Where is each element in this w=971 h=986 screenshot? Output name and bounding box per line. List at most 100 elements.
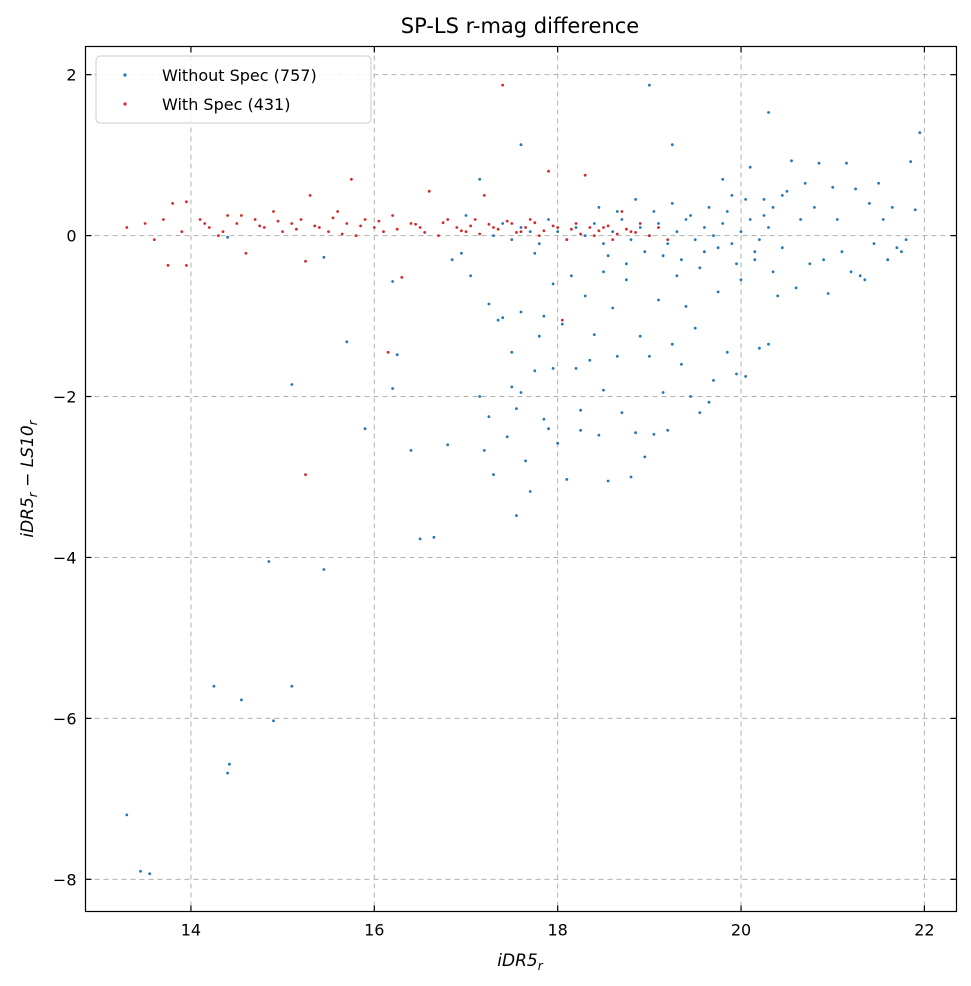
data-point [207, 226, 211, 229]
data-point [290, 383, 294, 386]
data-point [758, 238, 761, 242]
data-point [519, 143, 523, 147]
data-point [698, 266, 702, 270]
data-point [317, 226, 321, 229]
data-point [524, 226, 527, 229]
y-tick-label: −8 [53, 870, 77, 889]
data-point [822, 258, 825, 262]
data-point [629, 238, 633, 242]
data-point [629, 230, 633, 234]
data-point [803, 181, 807, 185]
data-point [501, 316, 505, 320]
data-point [615, 210, 619, 213]
data-point [235, 222, 239, 225]
data-point [748, 218, 752, 221]
data-point [721, 222, 725, 225]
data-point [735, 372, 738, 376]
data-point [533, 221, 537, 225]
data-point [409, 449, 413, 452]
data-point [813, 206, 816, 209]
data-point [583, 173, 587, 177]
data-point [152, 238, 156, 242]
grid-lines [85, 46, 957, 912]
data-point [643, 250, 647, 254]
data-point [322, 255, 326, 259]
data-point [304, 259, 307, 263]
data-point [877, 181, 880, 185]
data-point [395, 353, 399, 357]
data-point [395, 227, 399, 231]
data-point [712, 379, 715, 382]
data-point [427, 189, 431, 193]
data-point [185, 200, 188, 204]
data-point [725, 350, 729, 354]
data-point [680, 258, 683, 262]
data-point [528, 218, 532, 221]
data-point [478, 395, 482, 398]
data-point [418, 537, 422, 541]
data-point [762, 198, 766, 201]
data-point [391, 214, 394, 217]
data-point [753, 250, 757, 254]
data-point [185, 264, 188, 267]
data-point [574, 226, 578, 229]
data-point [652, 432, 656, 436]
data-point [721, 177, 725, 181]
y-axis-label: iDR5r − LS10r [18, 419, 40, 537]
data-point [744, 375, 747, 378]
data-point [510, 238, 514, 242]
data-point [638, 334, 642, 338]
data-point [340, 232, 344, 236]
data-point [588, 358, 592, 362]
data-point [171, 202, 175, 205]
data-point [501, 222, 505, 225]
data-point [615, 232, 619, 236]
data-point [556, 226, 560, 229]
data-point [487, 222, 491, 226]
data-point [290, 222, 294, 225]
data-point [533, 369, 537, 373]
data-point [542, 417, 546, 421]
data-point [657, 298, 660, 302]
data-point [542, 314, 546, 318]
data-point [771, 270, 775, 274]
data-point [579, 408, 582, 412]
data-point [528, 490, 532, 493]
data-point [226, 235, 230, 239]
data-point [895, 246, 899, 250]
data-point [240, 214, 243, 217]
data-point [661, 391, 665, 394]
data-point [689, 214, 692, 217]
data-point [244, 251, 248, 255]
data-point [391, 387, 394, 390]
data-point [670, 202, 674, 205]
data-point [780, 246, 784, 250]
data-point [579, 232, 582, 236]
data-point [547, 169, 550, 173]
data-point [670, 342, 674, 346]
data-point [753, 258, 757, 262]
data-point [606, 479, 610, 483]
data-point [542, 229, 546, 233]
data-point [519, 391, 523, 394]
data-point [272, 719, 275, 723]
data-point [551, 367, 555, 370]
data-point [739, 278, 743, 282]
data-point [166, 264, 170, 267]
data-point [565, 238, 569, 242]
data-point [295, 227, 298, 231]
data-point [565, 478, 569, 481]
data-point [611, 306, 615, 310]
data-point [597, 433, 601, 437]
data-point [148, 872, 152, 876]
data-point [354, 234, 358, 238]
data-point [780, 194, 784, 197]
data-point [831, 185, 835, 189]
data-point [125, 226, 129, 229]
data-point [620, 411, 624, 414]
data-point [886, 258, 890, 262]
data-point [203, 222, 207, 225]
data-point [262, 226, 266, 229]
data-point [840, 250, 844, 254]
